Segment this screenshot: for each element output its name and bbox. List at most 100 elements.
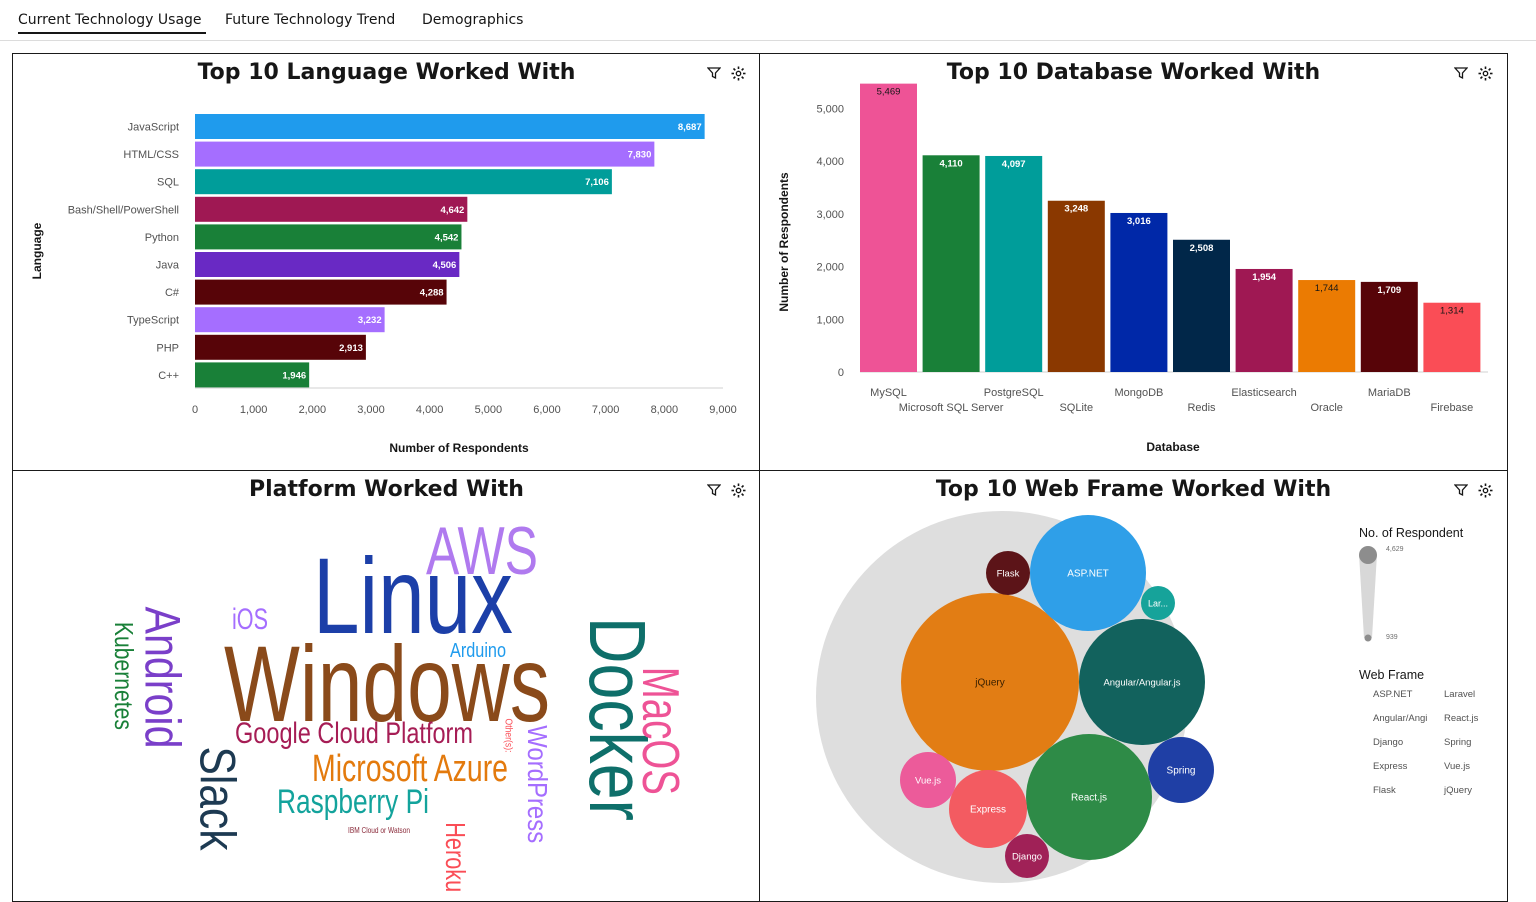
data-label: 4,288 [420,288,444,299]
size-legend-shape [1359,554,1377,638]
size-legend-min-label: 939 [1386,634,1398,641]
data-label: 4,542 [435,232,459,243]
settings-icon[interactable] [731,483,746,498]
bar [195,114,705,139]
size-legend-max-marker [1359,546,1377,564]
webframe-bubble-chart: jQuery ASP.NET Angular/Angular.js React.js S… [816,511,1479,883]
bubble-label: Flask [997,569,1020,580]
data-label: 4,506 [433,260,457,271]
webframe-chart-panel: Top 10 Web Frame Worked With jQuery ASP.N… [759,470,1508,902]
filter-icon[interactable] [1454,483,1468,497]
y-axis-title: Number of Respondents [777,172,791,312]
webframe-legend-item: React.js [1444,713,1479,724]
data-label: 2,508 [1190,243,1214,254]
platform-chart-title: Platform Worked With [249,477,524,502]
language-chart-panel: Top 10 Language Worked With 0 1,000 2,000 3… [12,53,761,472]
bubble-label: Django [1012,852,1042,863]
x-tick-label: MongoDB [1114,387,1163,399]
bar [1298,280,1356,372]
bubble [949,770,1027,848]
x-tick-label: MySQL [870,387,907,399]
bubble-label: Lar... [1148,599,1168,609]
data-label: 4,642 [441,205,465,216]
x-tick-label: SQLite [1059,402,1093,414]
webframe-legend-item: ASP.NET [1373,689,1413,700]
word: Kubernetes [109,622,139,730]
bubble [1079,619,1205,745]
data-label: 3,232 [358,315,382,326]
bar [195,169,612,195]
database-bar-chart: 0 1,000 2,000 3,000 4,000 5,000 5,469 MySQL 4,11… [777,83,1488,454]
y-tick-label: HTML/CSS [123,149,179,161]
tab-demographics[interactable]: Demographics [422,12,524,28]
y-tick-label: Bash/Shell/PowerShell [68,204,179,216]
word: Docker [573,617,662,821]
x-tick-label: 0 [192,404,198,416]
word: Other(s): [503,719,514,753]
x-tick-label: 7,000 [592,404,620,416]
settings-icon[interactable] [731,66,746,81]
word: Android [135,607,191,749]
settings-icon[interactable] [1478,483,1493,498]
x-tick-label: 2,000 [299,404,327,416]
bar [1173,239,1230,372]
webframe-chart-title: Top 10 Web Frame Worked With [935,477,1332,502]
x-axis-title: Number of Respondents [389,441,529,455]
y-tick-label: 2,000 [816,262,844,274]
database-chart-panel: Top 10 Database Worked With 0 1,000 2,000 3… [759,53,1508,472]
language-bar-chart: 0 1,000 2,000 3,000 4,000 5,000 6,000 7,000 8,00… [30,114,737,455]
bar [195,307,385,333]
y-tick-label: Java [156,260,180,272]
size-legend-title: No. of Respondent [1359,526,1464,540]
bar [195,362,310,388]
y-tick-label: 4,000 [816,156,844,168]
settings-icon[interactable] [1478,66,1493,81]
bubble-label: Vue.js [915,776,941,787]
data-label: 3,016 [1127,216,1151,227]
webframe-legend-item: Flask [1373,785,1396,796]
data-label: 1,314 [1440,306,1464,317]
word: IBM Cloud or Watson [348,826,410,835]
tab-current-technology-usage[interactable]: Current Technology Usage [18,12,206,34]
bar [922,155,980,372]
x-tick-label: Firebase [1431,402,1474,414]
bubble [901,593,1079,771]
bar [195,141,655,167]
data-label: 1,744 [1315,283,1339,294]
x-tick-label: Redis [1187,402,1216,414]
word: iOS [232,603,268,636]
word: MacOS [631,667,689,795]
bubble-label: Spring [1167,766,1196,777]
bubble-label: Angular/Angular.js [1103,678,1180,689]
bar [985,155,1043,372]
y-tick-label: C# [165,287,180,299]
bar [1423,302,1481,372]
word: Heroku [440,822,471,892]
tab-future-technology-trend[interactable]: Future Technology Trend [225,12,396,28]
filter-icon[interactable] [707,66,721,80]
word: Raspberry Pi [277,783,429,821]
webframe-legend-title: Web Frame [1359,668,1424,682]
bubble [1026,734,1152,860]
bubble-label: ASP.NET [1067,569,1109,580]
x-tick-label: Microsoft SQL Server [899,402,1004,414]
bar [1110,212,1168,372]
y-tick-label: TypeScript [127,315,179,327]
word: Microsoft Azure [312,748,508,790]
x-tick-label: 3,000 [357,404,385,416]
tab-bar: Current Technology Usage Future Technolo… [0,0,1536,41]
x-tick-label: 1,000 [240,404,268,416]
y-tick-label: 3,000 [816,209,844,221]
x-tick-label: 6,000 [533,404,561,416]
data-label: 1,946 [282,370,306,381]
word: Windows [224,623,550,744]
webframe-legend-item: Django [1373,737,1403,748]
webframe-legend-item: Laravel [1444,689,1475,700]
word: WordPress [522,725,553,843]
filter-icon[interactable] [1454,66,1468,80]
y-tick-label: SQL [157,177,179,189]
data-label: 4,097 [1002,159,1026,170]
y-tick-label: 5,000 [816,103,844,115]
filter-icon[interactable] [707,483,721,497]
